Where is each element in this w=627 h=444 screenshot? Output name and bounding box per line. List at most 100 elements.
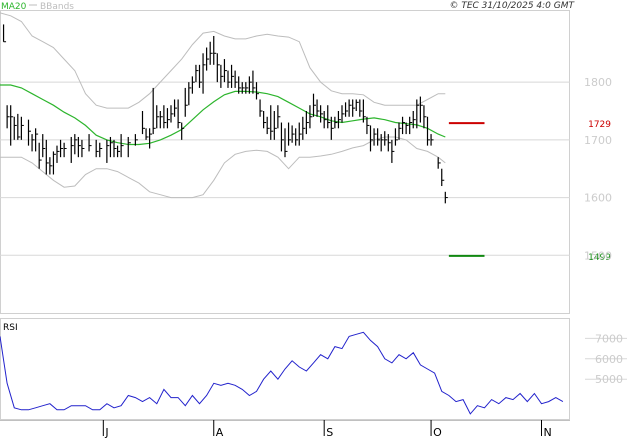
price-bar xyxy=(344,102,349,117)
price-bar xyxy=(266,116,270,135)
price-bar xyxy=(149,128,153,149)
price-bar xyxy=(238,76,242,94)
price-bar xyxy=(106,139,110,163)
price-bar xyxy=(369,125,373,152)
resistance-value-label: 1729 xyxy=(588,120,611,130)
price-bar xyxy=(437,157,441,169)
price-bar xyxy=(245,82,249,94)
price-bar xyxy=(280,122,284,152)
copyright-label: © TEC 31/10/2025 4:0 GMT xyxy=(449,1,575,11)
x-tick-label: A xyxy=(216,426,224,439)
price-bar xyxy=(120,134,124,158)
price-bar xyxy=(173,99,178,117)
price-bar xyxy=(309,105,313,129)
price-bar xyxy=(134,134,138,146)
price-bar xyxy=(220,64,224,88)
price-bar xyxy=(27,119,31,146)
price-bar xyxy=(263,111,267,129)
price-bar xyxy=(327,105,331,129)
price-bar xyxy=(291,125,295,143)
bbands-legend-label: BBands xyxy=(40,2,74,12)
price-bar xyxy=(145,128,149,140)
price-bar xyxy=(17,113,21,140)
price-bar xyxy=(359,99,363,117)
price-bar xyxy=(163,105,167,129)
rsi-grid xyxy=(585,337,627,380)
price-bar xyxy=(316,99,320,117)
rsi-y-axis: 5000 6000 7000 xyxy=(595,332,623,386)
price-y-tick-label: 1600 xyxy=(584,192,612,205)
price-bar xyxy=(412,111,416,129)
price-bar xyxy=(113,139,117,158)
price-bar xyxy=(337,111,341,129)
rsi-panel-label: RSI xyxy=(3,323,18,333)
price-bar xyxy=(394,128,398,146)
price-bar xyxy=(384,131,388,146)
price-bar xyxy=(63,142,67,158)
price-bar xyxy=(409,116,413,135)
price-bar xyxy=(391,139,395,163)
price-bar xyxy=(195,64,199,83)
ma-legend-label: MA20 xyxy=(1,2,27,12)
price-bar xyxy=(213,35,217,65)
bollinger-bands xyxy=(0,12,446,199)
price-bar xyxy=(444,191,448,204)
price-bar xyxy=(352,99,356,117)
price-bar xyxy=(302,116,306,140)
rsi-y-tick-label: 7000 xyxy=(595,332,623,345)
price-bar xyxy=(330,116,334,140)
price-bar xyxy=(355,99,359,111)
price-bar xyxy=(88,134,92,152)
price-bar xyxy=(405,122,409,135)
price-bar xyxy=(426,116,430,146)
price-bar xyxy=(206,47,210,71)
price-bar xyxy=(116,145,121,158)
price-bar xyxy=(223,59,227,83)
price-y-axis: 1500 1600 1700 1800 xyxy=(584,76,612,262)
price-bar xyxy=(295,128,299,146)
price-bar xyxy=(127,136,131,158)
price-bars xyxy=(2,24,448,204)
price-y-tick-label: 1500 xyxy=(584,249,612,262)
price-bar xyxy=(141,111,145,135)
price-bar xyxy=(2,24,7,43)
price-y-tick-label: 1800 xyxy=(584,76,612,89)
support-value-label: 1499 xyxy=(588,253,611,263)
price-bar xyxy=(198,64,202,88)
price-bar xyxy=(377,128,381,146)
price-grid xyxy=(0,81,570,256)
price-bar xyxy=(241,82,245,94)
price-bar xyxy=(348,99,352,117)
price-bar xyxy=(441,168,445,187)
price-bar xyxy=(56,145,60,163)
price-bar xyxy=(38,142,42,169)
price-bar xyxy=(423,105,427,129)
price-bar xyxy=(49,157,53,175)
price-bar xyxy=(6,105,10,129)
rsi-line xyxy=(0,331,564,415)
price-bar xyxy=(387,134,391,152)
price-bar xyxy=(312,93,316,117)
moving-average-20 xyxy=(0,84,446,146)
price-bar xyxy=(270,105,274,140)
bb-upper-line xyxy=(0,12,446,109)
price-bar xyxy=(81,139,85,158)
price-bar xyxy=(191,76,195,94)
ma20-line xyxy=(0,84,446,146)
rsi-y-tick-label: 5000 xyxy=(595,373,623,386)
x-tick-label: O xyxy=(433,426,442,439)
price-bar xyxy=(234,70,238,88)
price-bar xyxy=(248,76,252,94)
price-bar xyxy=(334,116,338,129)
price-bar xyxy=(52,151,56,175)
x-tick-label: N xyxy=(544,426,552,439)
price-bar xyxy=(13,116,17,140)
price-bar xyxy=(401,116,406,135)
price-bar xyxy=(227,70,231,88)
price-bar xyxy=(31,134,35,152)
price-bar xyxy=(70,136,74,163)
price-bar xyxy=(416,99,420,129)
support-resistance-levels: 1729 1499 xyxy=(448,120,611,263)
price-bar xyxy=(380,134,384,152)
